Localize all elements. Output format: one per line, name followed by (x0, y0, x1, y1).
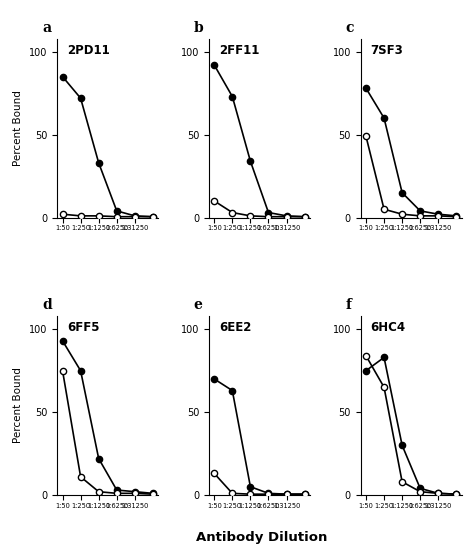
Text: 6EE2: 6EE2 (219, 321, 251, 334)
Text: e: e (194, 298, 203, 312)
Text: Antibody Dilution: Antibody Dilution (196, 531, 327, 544)
Text: a: a (42, 20, 51, 35)
Text: f: f (346, 298, 351, 312)
Text: c: c (346, 20, 354, 35)
Text: d: d (42, 298, 52, 312)
Text: 2PD11: 2PD11 (67, 44, 110, 57)
Y-axis label: Percent Bound: Percent Bound (13, 367, 23, 443)
Text: b: b (194, 20, 203, 35)
Text: 6HC4: 6HC4 (371, 321, 406, 334)
Text: 2FF11: 2FF11 (219, 44, 259, 57)
Text: 6FF5: 6FF5 (67, 321, 100, 334)
Text: 7SF3: 7SF3 (371, 44, 404, 57)
Y-axis label: Percent Bound: Percent Bound (13, 90, 23, 166)
